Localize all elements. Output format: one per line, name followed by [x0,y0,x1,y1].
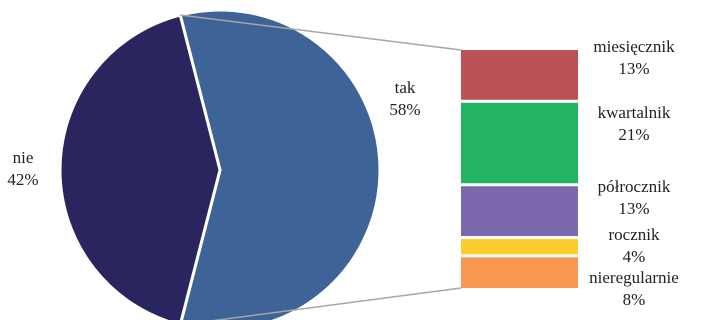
pie [58,8,382,320]
bar-value-polrocznik: 13% [618,199,649,218]
data-labels: tak 58% nie 42% miesięcznik 13% kwartalnik 21% p… [7,37,678,309]
slice-value-tak: 58% [389,100,420,119]
pie-slice-tak [178,8,382,320]
connector-line-top [180,14,462,51]
bar-value-rocznik: 4% [623,247,646,266]
bar-segment-rocznik [461,239,578,255]
bar-segment-nieregularnie [461,257,578,288]
slice-value-nie: 42% [7,170,38,189]
bar-label-polrocznik: półrocznik [598,177,671,196]
bar-value-miesiecznik: 13% [618,59,649,78]
bar-value-nieregularnie: 8% [623,290,646,309]
bar-label-kwartalnik: kwartalnik [598,103,671,122]
slice-label-nie: nie [13,148,34,167]
bar-label-miesiecznik: miesięcznik [593,37,675,56]
bar-segment-polrocznik [461,186,578,237]
bar-label-rocznik: rocznik [609,225,660,244]
connector-lines [180,14,462,320]
pie-slice-nie [58,13,222,320]
stacked-bar [461,50,578,288]
slice-label-tak: tak [395,78,416,97]
connector-line-bottom [212,287,462,320]
bar-segment-miesiecznik [461,50,578,100]
bar-segment-kwartalnik [461,102,578,184]
bar-label-nieregularnie: nieregularnie [589,268,679,287]
bar-value-kwartalnik: 21% [618,125,649,144]
